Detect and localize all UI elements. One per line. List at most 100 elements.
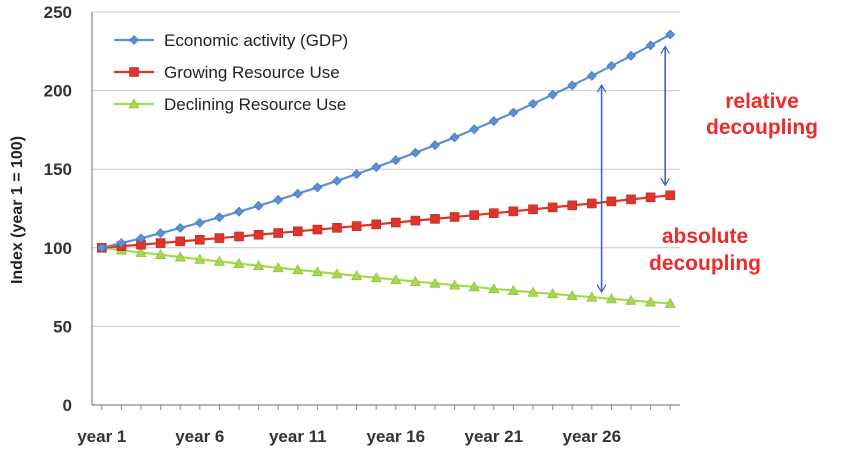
y-axis-label: Index (year 1 = 100) <box>9 136 26 284</box>
data-point <box>371 219 382 230</box>
data-point <box>155 249 167 260</box>
data-point <box>488 208 499 219</box>
data-point <box>214 233 225 243</box>
data-point <box>645 296 657 307</box>
legend-entry-2: Declining Resource Use <box>114 95 346 114</box>
data-point <box>129 67 139 77</box>
data-point <box>129 35 139 45</box>
data-point <box>547 288 559 299</box>
data-point <box>586 291 598 302</box>
data-point <box>351 169 362 179</box>
x-tick-21: year 21 <box>464 427 523 446</box>
y-tick-labels: 0 50 100 150 200 250 <box>44 3 72 415</box>
data-point <box>625 294 637 305</box>
data-point <box>155 228 166 239</box>
data-point <box>234 206 244 217</box>
data-point <box>194 253 206 264</box>
data-point <box>273 228 284 238</box>
data-point <box>128 98 140 109</box>
data-point <box>469 210 480 220</box>
data-point <box>234 231 244 242</box>
data-point <box>409 275 421 286</box>
gridlines <box>92 11 680 327</box>
data-point <box>528 204 538 215</box>
decoupling-label: decoupling <box>706 116 818 139</box>
data-point <box>292 188 303 199</box>
legend-label: Declining Resource Use <box>164 95 346 114</box>
y-tick-100: 100 <box>44 239 72 258</box>
data-point <box>273 194 284 205</box>
data-point <box>292 226 303 237</box>
relative-label: relative <box>725 90 799 113</box>
y-tick-150: 150 <box>44 160 72 179</box>
decoupling-label-2: decoupling <box>649 252 761 275</box>
series-group <box>96 29 676 308</box>
legend-label: Growing Resource Use <box>164 63 340 82</box>
annotations: relative decoupling absolute decoupling <box>602 46 818 292</box>
y-tick-250: 250 <box>44 3 72 22</box>
data-point <box>605 293 617 304</box>
series-line <box>101 194 671 249</box>
legend-entry-1: Growing Resource Use <box>114 63 340 82</box>
data-point <box>390 155 401 166</box>
x-tick-26: year 26 <box>562 427 621 446</box>
data-point <box>665 29 676 40</box>
data-point <box>430 140 440 151</box>
data-point <box>507 284 519 295</box>
legend-entry-0: Economic activity (GDP) <box>114 31 348 50</box>
data-point <box>626 194 636 205</box>
data-point <box>370 272 382 283</box>
data-point <box>567 80 578 91</box>
data-point <box>527 286 539 297</box>
data-point <box>213 255 225 266</box>
data-point <box>606 196 617 207</box>
series-1 <box>97 190 676 253</box>
axes <box>91 12 680 410</box>
data-point <box>272 262 284 273</box>
legend: Economic activity (GDP) Growing Resource … <box>114 31 348 114</box>
data-point <box>547 202 558 213</box>
data-point <box>469 124 480 135</box>
data-point <box>508 107 519 118</box>
data-point <box>312 182 323 193</box>
series-0 <box>96 29 676 253</box>
x-tick-6: year 6 <box>175 427 224 446</box>
data-point <box>410 215 421 226</box>
data-point <box>371 162 382 173</box>
data-point <box>331 268 343 279</box>
data-point <box>253 200 264 211</box>
data-point <box>136 233 146 244</box>
y-tick-50: 50 <box>53 317 72 336</box>
data-point <box>488 116 499 127</box>
data-point <box>430 214 440 224</box>
data-point <box>96 242 107 253</box>
legend-label: Economic activity (GDP) <box>164 31 348 50</box>
data-point <box>116 238 127 249</box>
data-point <box>664 297 676 308</box>
series-2 <box>96 242 676 308</box>
data-point <box>645 192 656 203</box>
data-point <box>312 224 323 235</box>
data-point <box>429 277 441 288</box>
series-line <box>101 246 671 305</box>
data-point <box>292 264 304 275</box>
data-point <box>253 229 264 240</box>
data-point <box>566 289 578 300</box>
x-tick-1: year 1 <box>77 427 126 446</box>
data-point <box>311 266 323 277</box>
data-point <box>449 212 460 222</box>
data-point <box>606 60 617 71</box>
data-point <box>586 70 597 81</box>
data-point <box>488 283 500 294</box>
data-point <box>351 270 363 281</box>
data-point <box>175 223 186 233</box>
y-tick-0: 0 <box>63 396 72 415</box>
data-point <box>390 217 401 228</box>
data-point <box>586 198 597 209</box>
data-point <box>665 190 676 201</box>
data-point <box>449 279 461 290</box>
data-point <box>508 206 519 217</box>
data-point <box>233 257 245 268</box>
data-point <box>332 175 342 186</box>
